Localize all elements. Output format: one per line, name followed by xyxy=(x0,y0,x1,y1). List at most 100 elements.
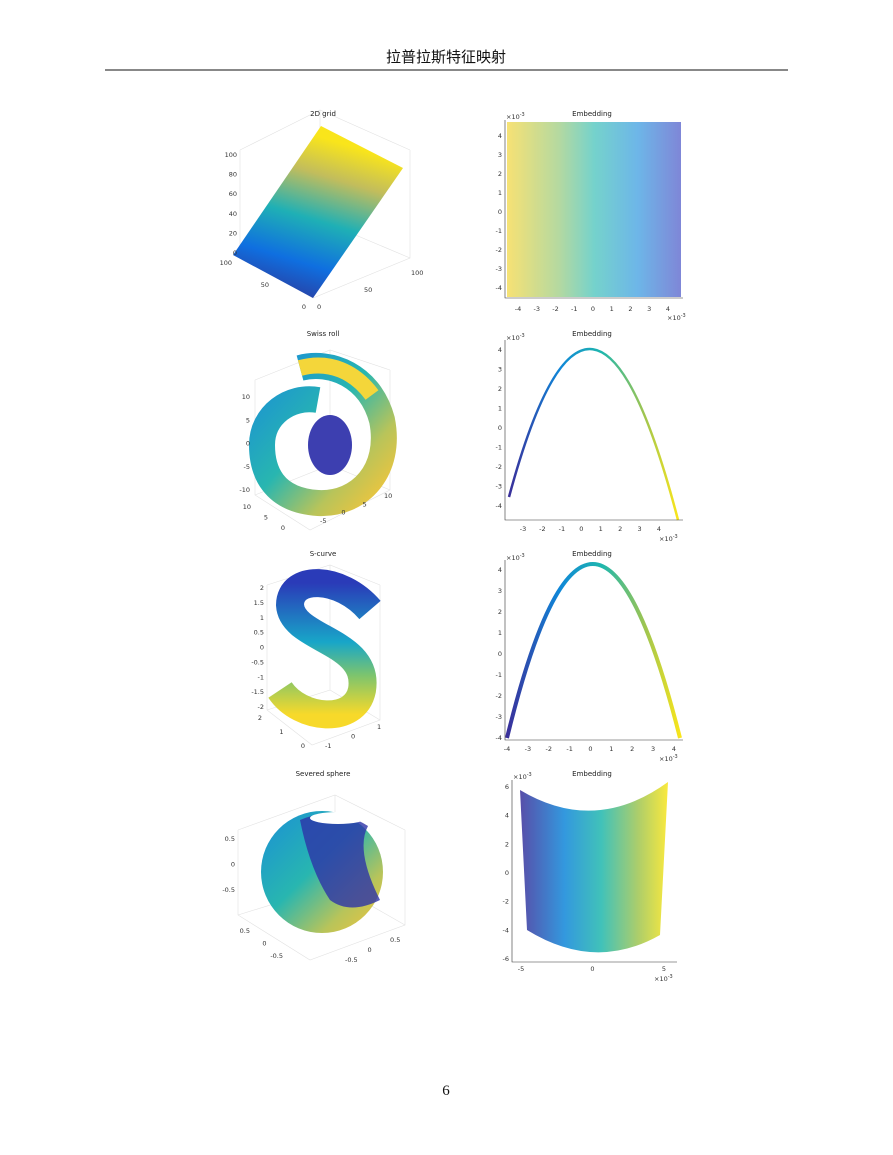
tick-label: 1 xyxy=(377,723,381,731)
tick-label: 3 xyxy=(651,745,655,753)
tick-label: 1 xyxy=(609,745,613,753)
tick-label: -5 xyxy=(320,517,326,525)
swiss-embedding-curve xyxy=(507,347,680,521)
tick-label: 2 xyxy=(630,745,634,753)
tick-label: 60 xyxy=(229,190,237,198)
tick-label: 0 xyxy=(498,650,502,658)
tick-label: -4 xyxy=(496,502,502,510)
tick-label: -4 xyxy=(515,305,521,313)
tick-label: 4 xyxy=(498,346,502,354)
tick-label: 0 xyxy=(591,305,595,313)
scale-factor: ×10-3 xyxy=(667,313,686,323)
tick-label: -1 xyxy=(571,305,577,313)
tick-label: 1 xyxy=(260,614,264,622)
tick-label: 100 xyxy=(220,259,232,267)
scale-base: ×10 xyxy=(654,975,668,983)
grid-embedding-texture xyxy=(507,122,681,297)
tick-label: -1.5 xyxy=(251,688,264,696)
sphere-embedding-shape xyxy=(520,782,668,953)
tick-label: 3 xyxy=(498,587,502,595)
axes-frame xyxy=(504,340,683,521)
scale-exponent: -3 xyxy=(668,974,673,980)
tick-label: 0 xyxy=(588,745,592,753)
figure-title: Embedding xyxy=(572,550,612,558)
tick-label: 0 xyxy=(368,946,372,954)
tick-label: -3 xyxy=(496,483,502,491)
tick-label: 50 xyxy=(364,286,372,294)
running-header: 拉普拉斯特征映射 xyxy=(386,48,506,66)
tick-label: 0 xyxy=(246,440,250,448)
tick-label: -5 xyxy=(244,463,250,471)
tick-label: -1 xyxy=(258,673,264,681)
tick-label: -1 xyxy=(496,227,502,235)
tick-label: -3 xyxy=(525,745,531,753)
tick-label: 1 xyxy=(610,305,614,313)
tick-label: 0.5 xyxy=(254,629,264,637)
tick-label: 5 xyxy=(363,500,367,508)
tick-label: -0.5 xyxy=(251,658,264,666)
axes-frame xyxy=(504,560,683,741)
scale-factor: ×10-3 xyxy=(659,534,678,544)
tick-label: -3 xyxy=(520,525,526,533)
scale-base: ×10 xyxy=(506,554,520,562)
tick-label: 10 xyxy=(243,503,251,511)
tick-label: 4 xyxy=(505,812,509,820)
tick-label: 0 xyxy=(281,524,285,532)
tick-label: 4 xyxy=(672,745,676,753)
tick-label: 0.5 xyxy=(240,927,250,935)
tick-label: 5 xyxy=(662,965,666,973)
tick-label: 10 xyxy=(384,492,392,500)
tick-label: 0 xyxy=(498,208,502,216)
scale-factor: ×10-3 xyxy=(513,772,532,782)
scale-base: ×10 xyxy=(506,113,520,121)
tick-label: 0 xyxy=(233,249,237,257)
tick-label: 4 xyxy=(498,566,502,574)
tick-label: 0.5 xyxy=(390,936,400,944)
tick-label: 2 xyxy=(260,584,264,592)
tick-label: -4 xyxy=(496,284,502,292)
scale-base: ×10 xyxy=(667,314,681,322)
tick-label: -3 xyxy=(496,265,502,273)
scale-factor: ×10-3 xyxy=(659,754,678,764)
tick-label: 0 xyxy=(302,303,306,311)
figure-title: S-curve xyxy=(310,550,337,558)
tick-label: 1 xyxy=(498,189,502,197)
tick-label: -3 xyxy=(534,305,540,313)
figure-title: Embedding xyxy=(572,330,612,338)
tick-label: 0 xyxy=(231,861,235,869)
tick-label: 4 xyxy=(666,305,670,313)
scale-base: ×10 xyxy=(513,773,527,781)
scale-exponent: -3 xyxy=(673,754,678,760)
scale-exponent: -3 xyxy=(520,553,525,559)
scale-exponent: -3 xyxy=(527,772,532,778)
figure-title: Embedding xyxy=(572,770,612,778)
tick-label: 1 xyxy=(498,629,502,637)
tick-label: -4 xyxy=(496,734,502,742)
tick-label: -2 xyxy=(496,463,502,471)
tick-label: 6 xyxy=(505,783,509,791)
tick-label: 0.5 xyxy=(225,835,235,843)
scale-factor: ×10-3 xyxy=(654,974,673,984)
tick-label: 1 xyxy=(498,405,502,413)
figure-title: 2D grid xyxy=(310,110,336,118)
scale-base: ×10 xyxy=(506,334,520,342)
tick-label: 0 xyxy=(260,644,264,652)
tick-label: 2 xyxy=(258,714,262,722)
axes-frame xyxy=(504,120,683,299)
tick-label: 2 xyxy=(498,608,502,616)
tick-label: 1 xyxy=(599,525,603,533)
tick-label: -2 xyxy=(496,692,502,700)
tick-label: -5 xyxy=(518,965,524,973)
tick-label: 100 xyxy=(411,269,423,277)
tick-label: 4 xyxy=(498,132,502,140)
tick-label: 80 xyxy=(229,171,237,179)
tick-label: 0 xyxy=(301,742,305,750)
tick-label: -1 xyxy=(496,444,502,452)
tick-label: 100 xyxy=(225,151,237,159)
tick-label: 0 xyxy=(351,733,355,741)
scale-base: ×10 xyxy=(659,535,673,543)
tick-label: 1 xyxy=(279,728,283,736)
tick-label: -0.5 xyxy=(222,886,235,894)
tick-label: 40 xyxy=(229,210,237,218)
